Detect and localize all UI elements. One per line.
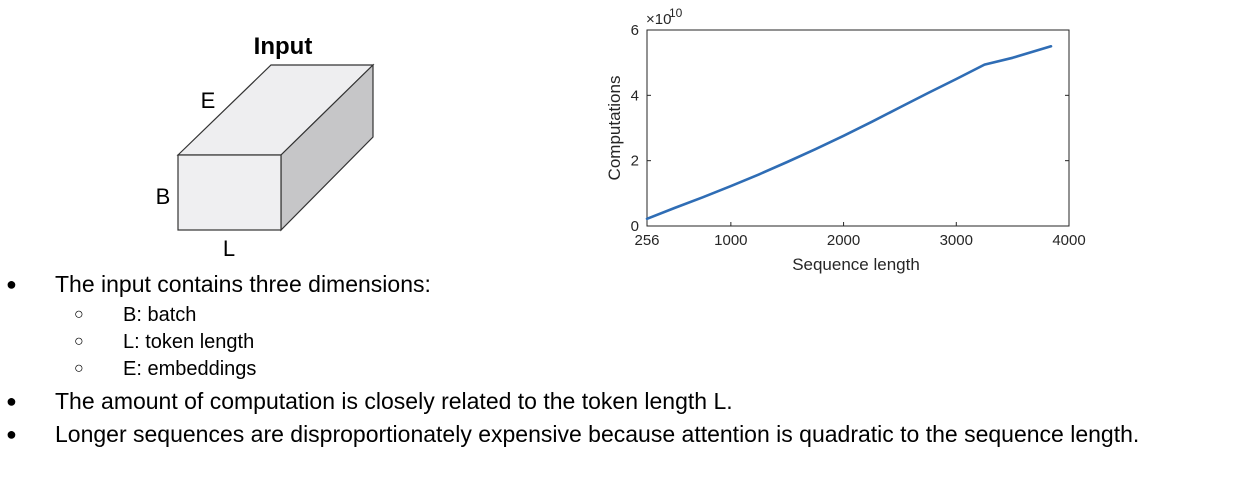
sub-bullet-glyph: ○ [74,360,84,377]
sub-bullet-glyph: ○ [74,333,84,350]
diagram-title: Input [254,33,313,60]
sub-bullet-glyph: ○ [74,306,84,323]
bullet-glyph: ● [6,274,17,294]
computations-chart: 256 1000 2000 3000 4000 0 2 4 6 ×10 10 Sequence … [605,6,1086,274]
exponent-superscript: 10 [669,6,683,20]
exponent-prefix: ×10 [646,11,671,28]
bullet-text-computation: The amount of computation is closely rel… [55,388,733,414]
sub-bullet-embeddings: E: embeddings [123,358,257,380]
computations-series-line [645,45,1053,221]
label-b: B [156,184,171,209]
cube-front-face [177,154,282,231]
label-l: L [223,236,235,261]
x-tick-label: 4000 [1052,232,1085,249]
x-tick-label: 256 [634,232,659,249]
bullet-glyph: ● [6,424,17,444]
x-tick-label: 1000 [714,232,747,249]
bullet-glyph: ● [6,391,17,411]
y-tick-label: 6 [631,22,639,39]
sub-bullet-batch: B: batch [123,304,197,326]
tick-label-group: 256 1000 2000 3000 4000 0 2 4 6 [631,22,1086,249]
y-tick-label: 4 [631,87,639,104]
label-e: E [201,88,216,113]
sub-bullet-token-length: L: token length [123,331,255,353]
y-tick-label: 0 [631,218,639,235]
y-tick-label: 2 [631,153,639,170]
x-tick-label: 3000 [940,232,973,249]
x-tick-label: 2000 [827,232,860,249]
bullet-text-quadratic: Longer sequences are disproportionately … [55,421,1140,447]
bullet-text-dimensions: The input contains three dimensions: [55,271,431,297]
input-tensor-diagram: Input E B L [156,33,375,261]
x-axis-label: Sequence length [792,255,920,274]
tick-group [646,29,1070,227]
y-axis-label: Computations [605,76,624,181]
